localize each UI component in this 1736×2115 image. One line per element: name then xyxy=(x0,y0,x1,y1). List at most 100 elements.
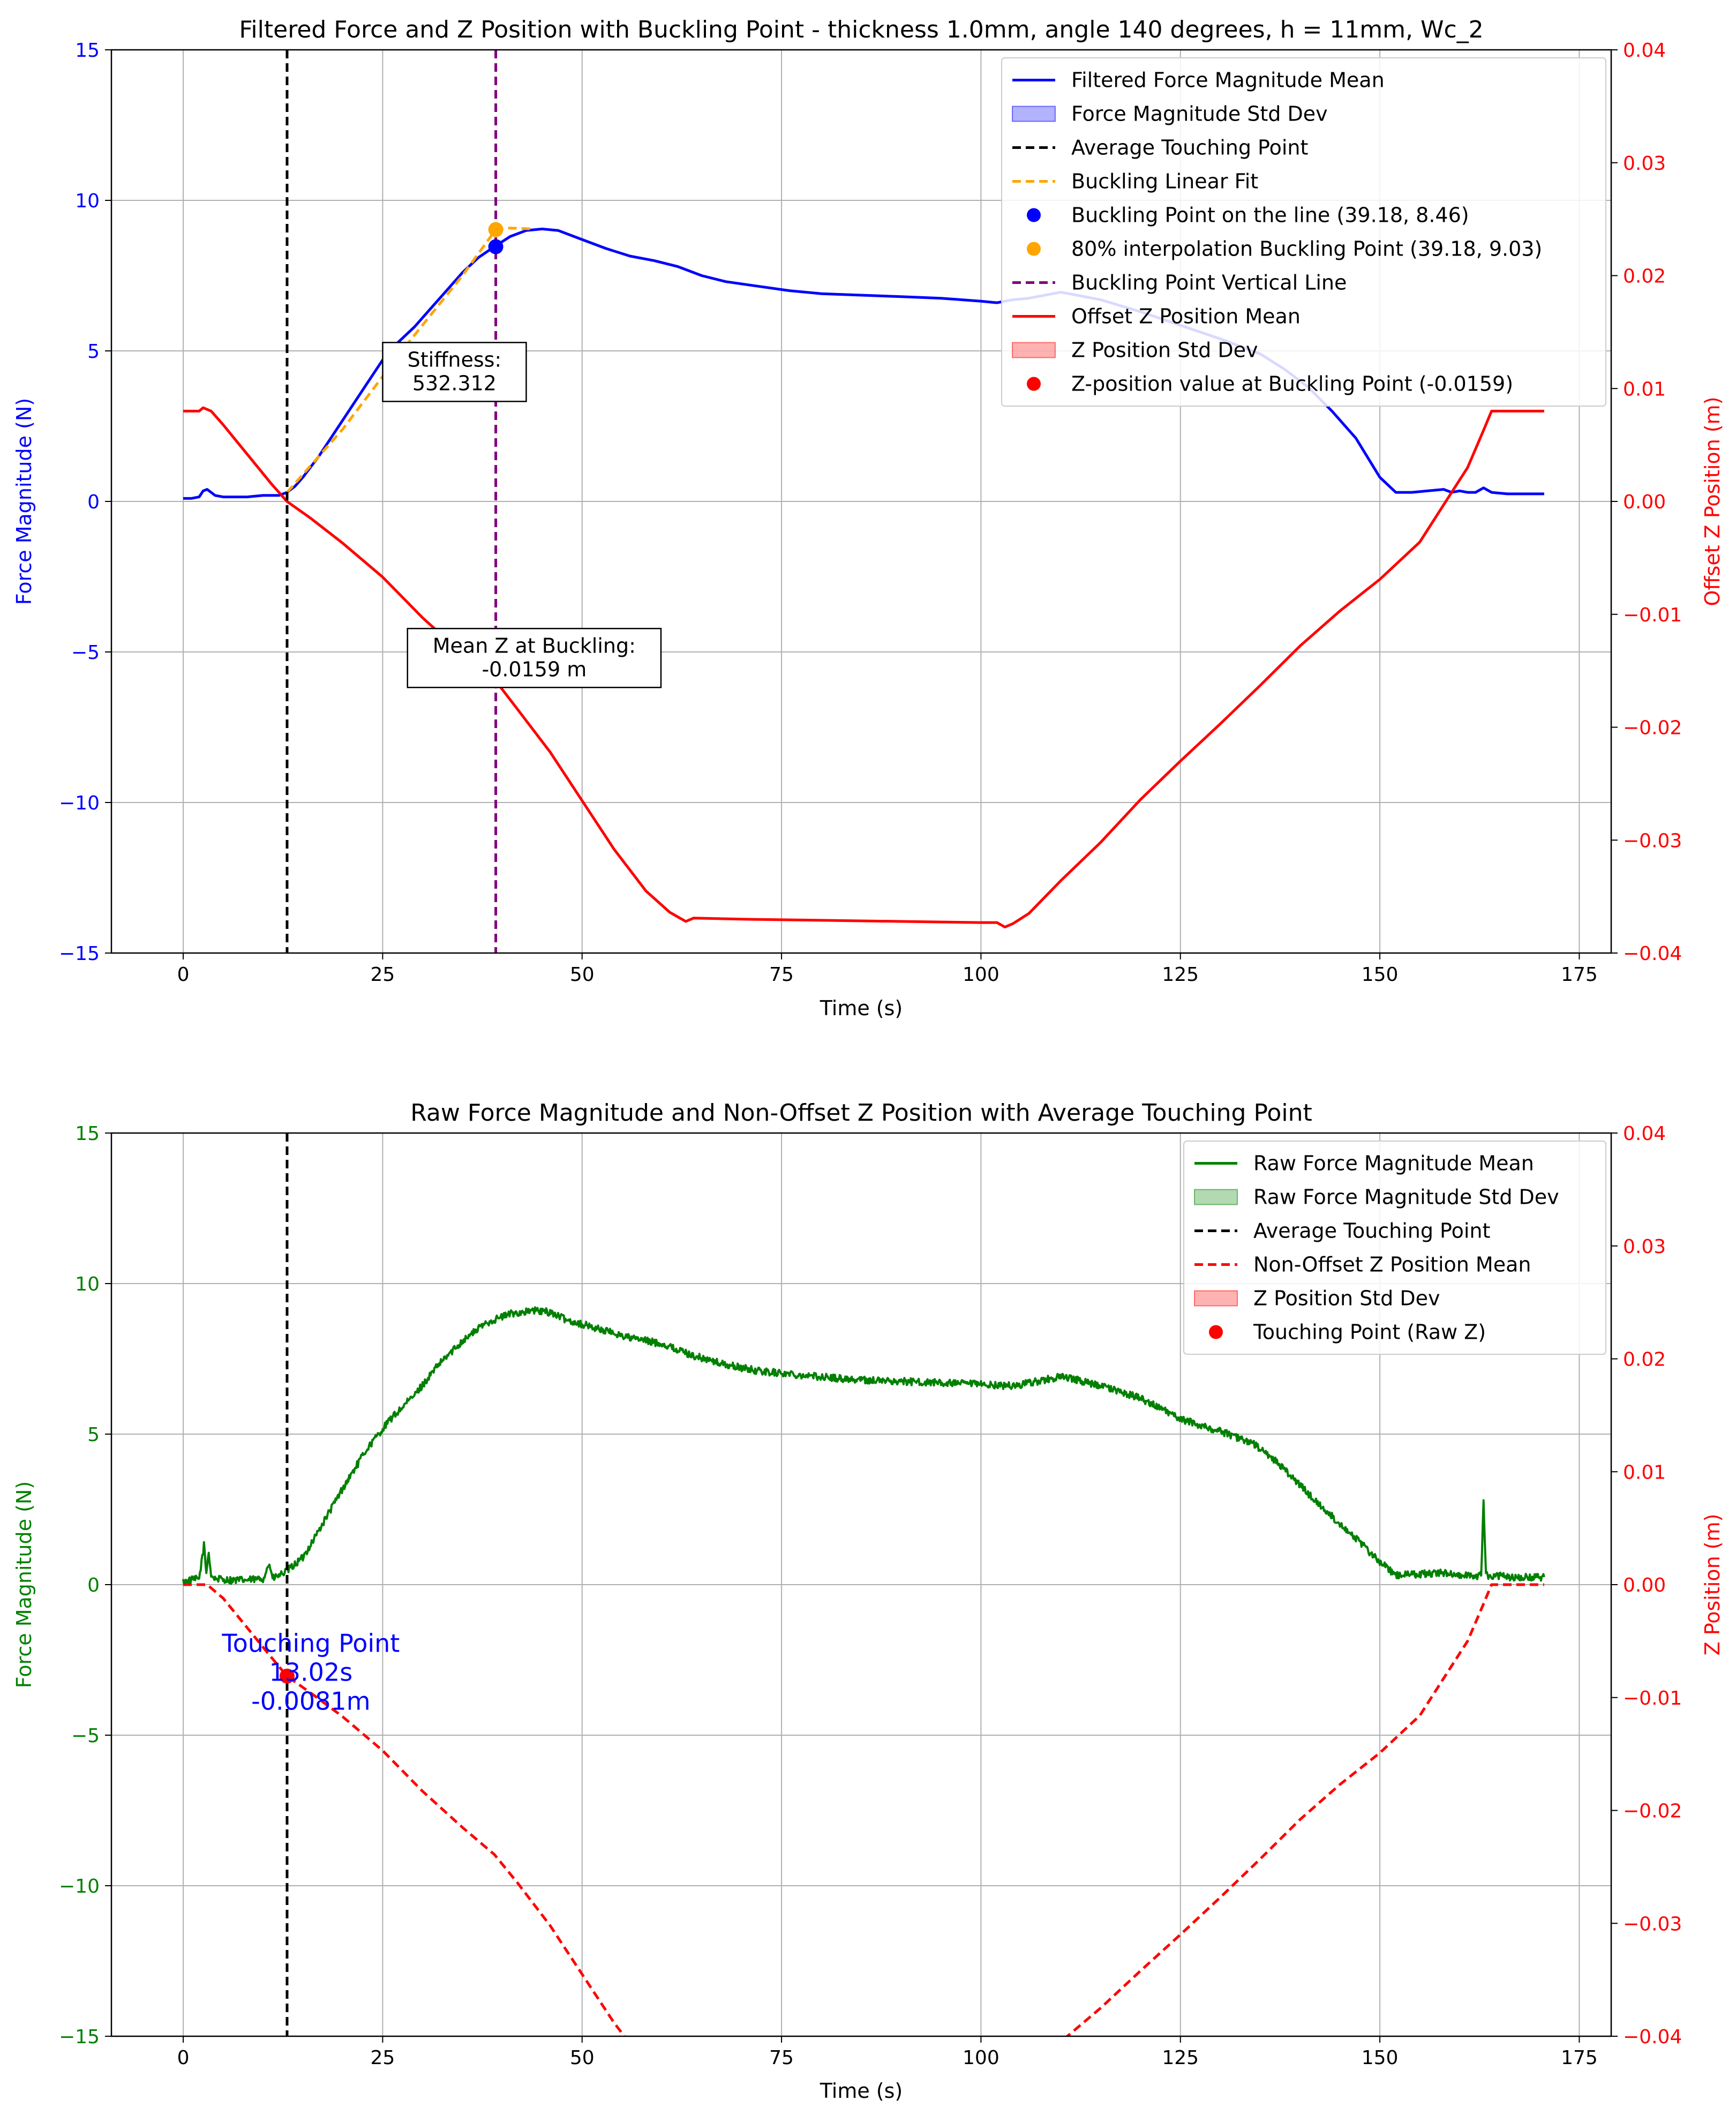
series-non-offset-z-position-mean xyxy=(183,1583,1544,2036)
chart-title: Raw Force Magnitude and Non-Offset Z Pos… xyxy=(410,1099,1312,1127)
legend-item: Buckling Point on the line (39.18, 8.46) xyxy=(1027,204,1469,227)
legend-item: Force Magnitude Std Dev xyxy=(1012,102,1328,126)
y-tick-label: 5 xyxy=(87,1424,100,1446)
legend-handle-dot xyxy=(1027,242,1041,256)
legend-handle-patch xyxy=(1194,1290,1238,1307)
annotations: Stiffness:532.312 Mean Z at Buckling:-0.0… xyxy=(382,342,662,688)
series-buckling-linear-fit xyxy=(286,227,535,493)
annotation-box xyxy=(407,627,662,688)
legend-label: Buckling Point on the line (39.18, 8.46) xyxy=(1071,204,1469,227)
legend-handle-dot xyxy=(1027,377,1041,391)
legend-item: Average Touching Point xyxy=(1194,1219,1490,1243)
x-tick-label: 150 xyxy=(1362,2047,1399,2069)
legend: Raw Force Magnitude Mean Raw Force Magnit… xyxy=(1183,1141,1606,1355)
chart-filtered-force-z: Filtered Force and Z Position with Buckl… xyxy=(12,16,1724,1020)
y2-tick-label: −0.03 xyxy=(1623,830,1682,852)
x-tick-label: 0 xyxy=(177,964,190,986)
x-tick-label: 75 xyxy=(769,2047,794,2069)
y-tick-label: −5 xyxy=(71,642,100,664)
y-axis-label: Force Magnitude (N) xyxy=(12,398,36,605)
legend-item: Z Position Std Dev xyxy=(1194,1287,1440,1310)
annotation-text: -0.0159 m xyxy=(482,658,587,681)
legend-item: Offset Z Position Mean xyxy=(1012,305,1301,328)
legend-item: Non-Offset Z Position Mean xyxy=(1194,1253,1531,1277)
x-tick-label: 25 xyxy=(370,2047,395,2069)
x-tick-label: 175 xyxy=(1561,964,1598,986)
x-axis-label: Time (s) xyxy=(820,2079,903,2103)
y-tick-label: 5 xyxy=(87,341,100,363)
point-80-interpolation-buckling-point xyxy=(488,222,503,237)
y2-tick-label: 0.00 xyxy=(1623,491,1666,513)
y2-ticks: −0.04 −0.03 −0.02 −0.01 0.00 0.01 0.02 0.03 0.04 xyxy=(1611,1123,1682,2048)
y-tick-label: 15 xyxy=(75,40,100,62)
legend-label: Z-position value at Buckling Point (-0.0… xyxy=(1071,372,1513,396)
y-tick-label: −5 xyxy=(71,1725,100,1747)
x-tick-label: 100 xyxy=(963,2047,999,2069)
plot-area xyxy=(182,1133,1545,2036)
x-tick-label: 50 xyxy=(570,2047,595,2069)
legend-label: Raw Force Magnitude Std Dev xyxy=(1253,1186,1559,1209)
y-tick-label: −10 xyxy=(59,1876,100,1898)
legend-label: Average Touching Point xyxy=(1253,1219,1490,1243)
y2-tick-label: 0.00 xyxy=(1623,1574,1666,1596)
annotation-text: Stiffness: xyxy=(408,348,502,372)
y2-tick-label: 0.03 xyxy=(1623,1236,1666,1258)
legend-label: Non-Offset Z Position Mean xyxy=(1253,1253,1531,1277)
legend-label: 80% interpolation Buckling Point (39.18,… xyxy=(1071,237,1542,261)
plot-area xyxy=(183,50,1544,953)
y2-axis-label: Offset Z Position (m) xyxy=(1701,396,1724,606)
y2-tick-label: −0.01 xyxy=(1623,1688,1682,1709)
legend-item: Raw Force Magnitude Std Dev xyxy=(1194,1186,1559,1209)
y2-tick-label: 0.03 xyxy=(1623,153,1666,175)
legend-item: Z Position Std Dev xyxy=(1012,339,1258,362)
annotation-1: Mean Z at Buckling:-0.0159 m xyxy=(407,627,662,688)
annotation-text: -0.0081m xyxy=(251,1687,370,1716)
annotation-text: Touching Point xyxy=(221,1629,400,1658)
legend-handle-dot xyxy=(1209,1325,1223,1339)
x-tick-label: 150 xyxy=(1362,964,1399,986)
annotation-box xyxy=(382,342,527,402)
legend-label: Touching Point (Raw Z) xyxy=(1253,1321,1486,1344)
y2-tick-label: −0.04 xyxy=(1623,2026,1682,2048)
x-tick-label: 125 xyxy=(1162,964,1199,986)
x-tick-label: 25 xyxy=(370,964,395,986)
y2-tick-label: −0.02 xyxy=(1623,717,1682,739)
legend-item: Buckling Linear Fit xyxy=(1012,170,1258,193)
legend-label: Z Position Std Dev xyxy=(1253,1287,1440,1310)
legend-item: Average Touching Point xyxy=(1012,136,1308,160)
x-ticks: 0 25 50 75 100 125 150 175 xyxy=(177,953,1598,986)
point-buckling-point-on-the-line xyxy=(488,239,503,254)
legend-label: Offset Z Position Mean xyxy=(1071,305,1301,328)
legend-handle-patch xyxy=(1012,106,1056,122)
x-tick-label: 0 xyxy=(177,2047,190,2069)
x-tick-label: 175 xyxy=(1561,2047,1598,2069)
point-touching-point-raw-z xyxy=(279,1668,295,1684)
legend-item: Filtered Force Magnitude Mean xyxy=(1012,69,1385,92)
chart-title: Filtered Force and Z Position with Buckl… xyxy=(239,16,1483,43)
x-ticks: 0 25 50 75 100 125 150 175 xyxy=(177,2036,1598,2069)
legend-handle-patch xyxy=(1012,342,1056,358)
series-offset-z-position-mean xyxy=(183,406,1544,928)
y2-tick-label: −0.02 xyxy=(1623,1801,1682,1822)
y-ticks: −15 −10 −5 0 5 10 15 xyxy=(59,40,111,965)
annotation-text: Mean Z at Buckling: xyxy=(433,634,636,658)
x-axis-label: Time (s) xyxy=(820,996,903,1020)
y-axis-label: Force Magnitude (N) xyxy=(12,1481,36,1688)
y2-tick-label: 0.02 xyxy=(1623,266,1666,288)
y2-axis-label: Z Position (m) xyxy=(1701,1514,1724,1656)
y2-tick-label: −0.04 xyxy=(1623,943,1682,965)
legend-item: Buckling Point Vertical Line xyxy=(1012,271,1347,295)
y-tick-label: −10 xyxy=(59,792,100,814)
y-ticks: −15 −10 −5 0 5 10 15 xyxy=(59,1123,111,2048)
y2-tick-label: 0.04 xyxy=(1623,40,1666,62)
legend-item: Raw Force Magnitude Mean xyxy=(1194,1152,1534,1175)
y-tick-label: 0 xyxy=(87,491,100,513)
legend-item: Z-position value at Buckling Point (-0.0… xyxy=(1027,372,1513,396)
y-tick-label: 10 xyxy=(75,1273,100,1295)
y2-tick-label: −0.01 xyxy=(1623,604,1682,626)
y2-tick-label: 0.04 xyxy=(1623,1123,1666,1145)
legend-label: Average Touching Point xyxy=(1071,136,1308,160)
y2-ticks: −0.04 −0.03 −0.02 −0.01 0.00 0.01 0.02 0.03 0.04 xyxy=(1611,40,1682,965)
